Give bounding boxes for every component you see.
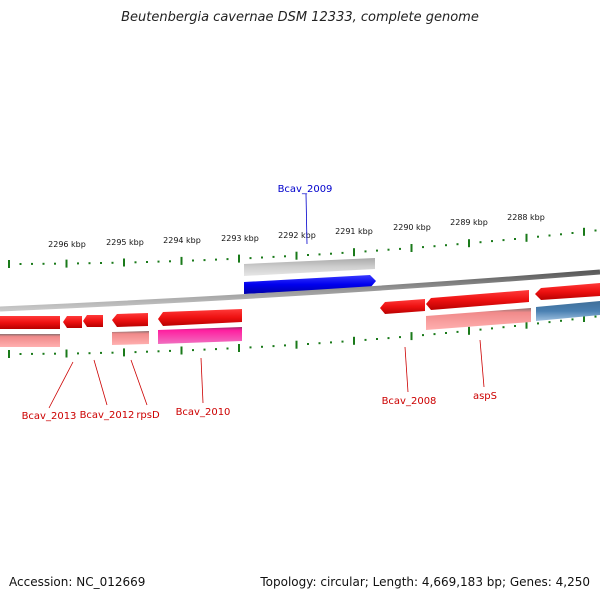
scale-label: 2294 kbp <box>163 236 201 245</box>
gene-label: rpsD <box>136 410 160 421</box>
scale-label: 2293 kbp <box>221 234 259 243</box>
reverse-gene-arrows <box>0 283 600 329</box>
genome-summary-text: Topology: circular; Length: 4,669,183 bp… <box>260 575 590 589</box>
leader-line <box>48 361 74 409</box>
scale-label: 2292 kbp <box>278 231 316 240</box>
reverse-gene-arrow <box>426 290 529 310</box>
reverse-cds-features <box>0 301 600 347</box>
reverse-gene-arrow <box>112 313 148 327</box>
leader-lines <box>48 193 485 409</box>
gene-label: aspS <box>473 391 497 402</box>
scale-labels: 2296 kbp 2295 kbp 2294 kbp 2293 kbp 2292… <box>48 213 545 249</box>
reverse-cds-feature <box>426 308 531 330</box>
scale-label: 2289 kbp <box>450 218 488 227</box>
scale-label: 2288 kbp <box>507 213 545 222</box>
gene-label: Bcav_2009 <box>278 184 333 195</box>
reverse-gene-arrow <box>0 316 60 329</box>
leader-line <box>479 339 485 388</box>
leader-line <box>200 357 204 404</box>
leader-line <box>305 193 308 245</box>
scale-label: 2291 kbp <box>335 227 373 236</box>
gene-labels: Bcav_2009 Bcav_2013 Bcav_2012 rpsD Bcav_… <box>22 184 497 422</box>
rrna-feature <box>158 327 242 344</box>
reverse-gene-arrow <box>83 315 103 327</box>
accession-text: Accession: NC_012669 <box>9 575 146 589</box>
reverse-gene-arrow <box>380 299 425 314</box>
gene-label: Bcav_2010 <box>176 407 231 418</box>
map-title: Beutenbergia cavernae DSM 12333, complet… <box>121 10 479 25</box>
scale-label: 2290 kbp <box>393 223 431 232</box>
reverse-gene-arrow <box>63 316 82 328</box>
reverse-gene-arrow <box>535 283 600 300</box>
gene-label: Bcav_2012 <box>80 410 135 421</box>
genome-backbone <box>0 269 600 312</box>
leader-line <box>404 346 409 393</box>
reverse-cds-feature <box>0 334 60 347</box>
scale-label: 2296 kbp <box>48 240 86 249</box>
outer-tick-ring <box>8 227 597 268</box>
scale-label: 2295 kbp <box>106 238 144 247</box>
leader-line <box>130 359 148 406</box>
forward-cds-feature <box>244 258 375 276</box>
leader-line <box>93 359 108 406</box>
inner-tick-ring <box>8 314 597 358</box>
reverse-gene-arrow <box>158 309 242 326</box>
gene-label: Bcav_2008 <box>382 396 437 407</box>
reverse-cds-feature <box>112 331 149 345</box>
gene-label: Bcav_2013 <box>22 411 77 422</box>
other-feature <box>536 301 600 321</box>
